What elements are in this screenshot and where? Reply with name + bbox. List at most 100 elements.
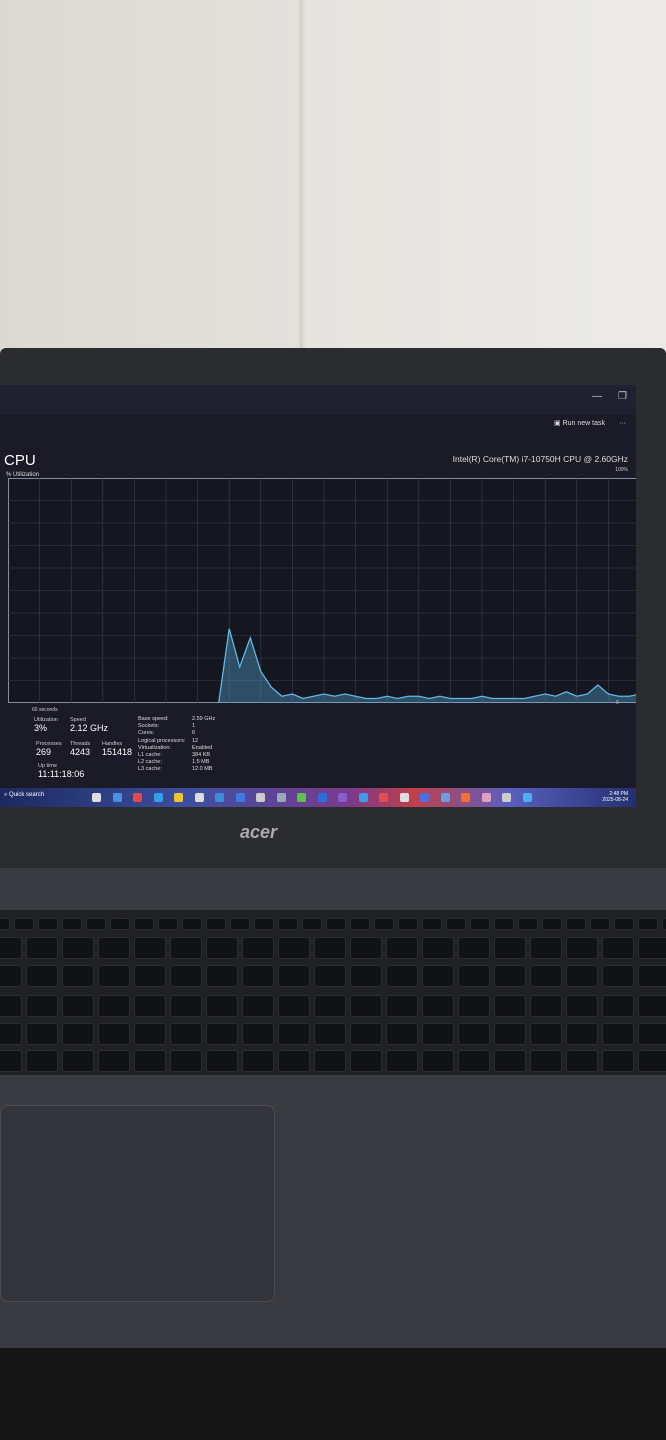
keyboard-key xyxy=(602,937,634,959)
keyboard-key xyxy=(314,1023,346,1045)
taskbar-app-icon[interactable] xyxy=(379,793,388,802)
keyboard-key xyxy=(566,1023,598,1045)
taskbar-app-icon[interactable] xyxy=(174,793,183,802)
wall-background xyxy=(0,0,666,360)
taskbar-app-icon[interactable] xyxy=(276,793,286,802)
keyboard-key xyxy=(242,937,274,959)
taskbar-app-icon[interactable] xyxy=(92,793,101,802)
keyboard-key xyxy=(134,1050,166,1072)
run-new-task-button[interactable]: ▣ Run new task xyxy=(554,420,605,427)
keyboard-key xyxy=(26,1023,58,1045)
keyboard-key xyxy=(566,965,598,987)
taskbar-app-icon[interactable] xyxy=(358,793,368,802)
taskbar-app-icon[interactable] xyxy=(522,793,532,802)
keyboard-key xyxy=(62,918,82,930)
keyboard-key xyxy=(182,918,202,930)
keyboard-key xyxy=(278,1023,310,1045)
title-bar: — ❐ ✕ xyxy=(0,385,636,415)
keyboard-key xyxy=(458,1023,490,1045)
taskbar-app-icon[interactable] xyxy=(399,793,409,802)
taskbar-app-icon[interactable] xyxy=(256,793,265,802)
taskbar: ⌕ Quick search 2:48 PM 2025-08-24 xyxy=(0,788,636,807)
taskbar-app-icon[interactable] xyxy=(297,793,306,802)
maximize-button[interactable]: ❐ xyxy=(618,391,627,402)
keyboard-key xyxy=(470,918,490,930)
keyboard-key xyxy=(638,1050,666,1072)
utilization-area xyxy=(218,628,636,703)
touchpad[interactable] xyxy=(0,1105,275,1302)
keyboard-key xyxy=(602,995,634,1017)
taskbar-app-icon[interactable] xyxy=(235,793,245,802)
keyboard-key xyxy=(230,918,250,930)
keyboard-key xyxy=(422,937,454,959)
keyboard-key xyxy=(386,965,418,987)
keyboard-key xyxy=(350,995,382,1017)
minimize-button[interactable]: — xyxy=(592,391,602,402)
speed-stat: Speed 2.12 GHz xyxy=(70,717,109,733)
keyboard-key xyxy=(350,937,382,959)
taskbar-app-icon[interactable] xyxy=(440,793,450,802)
search-icon: ⌕ xyxy=(4,792,10,798)
spec-values: 2.59 GHz 1 6 12 Enabled 384 KB 1.5 MB 12.0 MB xyxy=(192,716,216,773)
keyboard-key xyxy=(206,965,238,987)
taskbar-app-icon[interactable] xyxy=(112,793,122,802)
taskbar-app-icon[interactable] xyxy=(215,793,224,802)
keyboard-key xyxy=(134,918,154,930)
keyboard-key xyxy=(422,1023,454,1045)
keyboard-key xyxy=(134,937,166,959)
keyboard-key xyxy=(26,1050,58,1072)
keyboard-key xyxy=(446,918,466,930)
keyboard-key xyxy=(314,1050,346,1072)
acer-logo: acer xyxy=(240,822,278,842)
taskbar-app-icon[interactable] xyxy=(481,793,491,802)
handles-stat: Handles 151418 xyxy=(102,741,133,757)
taskbar-app-icon[interactable] xyxy=(461,793,470,802)
keyboard-key xyxy=(134,965,166,987)
keyboard-key xyxy=(278,1050,310,1072)
keyboard-key xyxy=(350,965,382,987)
keyboard-key xyxy=(278,995,310,1017)
keyboard-key xyxy=(422,918,442,930)
keyboard-key xyxy=(314,995,346,1017)
taskbar-app-icon[interactable] xyxy=(502,793,511,802)
keyboard-key xyxy=(638,965,666,987)
keyboard-key xyxy=(134,1023,166,1045)
taskbar-app-icon[interactable] xyxy=(338,793,347,802)
keyboard-key xyxy=(494,918,514,930)
keyboard-key xyxy=(566,937,598,959)
cpu-model: Intel(R) Core(TM) i7-10750H CPU @ 2.60GH… xyxy=(452,454,628,464)
taskbar-app-icon[interactable] xyxy=(133,793,142,802)
keyboard-key xyxy=(62,1023,94,1045)
keyboard-key xyxy=(206,1023,238,1045)
keyboard-key xyxy=(386,1050,418,1072)
keyboard-key xyxy=(254,918,274,930)
keyboard-key xyxy=(602,1023,634,1045)
toolbar: ▣ Run new task ··· xyxy=(554,419,626,428)
taskbar-app-icon[interactable] xyxy=(420,793,429,802)
keyboard-key xyxy=(26,965,58,987)
keyboard-key xyxy=(134,995,166,1017)
keyboard-key xyxy=(242,995,274,1017)
keyboard-key xyxy=(638,995,666,1017)
more-options-button[interactable]: ··· xyxy=(619,419,626,427)
taskbar-app-icon[interactable] xyxy=(317,793,327,802)
keyboard-key xyxy=(518,918,538,930)
keyboard-key xyxy=(458,1050,490,1072)
keyboard-key xyxy=(170,937,202,959)
processes-stat: Processes 269 xyxy=(36,741,62,757)
taskbar-app-icon[interactable] xyxy=(153,793,163,802)
taskbar-app-icon[interactable] xyxy=(194,793,204,802)
keyboard-key xyxy=(206,995,238,1017)
keyboard-key xyxy=(38,918,58,930)
keyboard-key xyxy=(98,995,130,1017)
keyboard-key xyxy=(638,1023,666,1045)
keyboard-key xyxy=(602,1050,634,1072)
utilization-axis-label: % Utilization xyxy=(6,472,40,478)
keyboard-key xyxy=(638,937,666,959)
keyboard-key xyxy=(494,995,526,1017)
quick-search-button[interactable]: ⌕ Quick search xyxy=(4,792,45,798)
keyboard-key xyxy=(326,918,346,930)
uptime-stat: Up time 11:11:18:06 xyxy=(38,763,85,779)
keyboard-key xyxy=(170,995,202,1017)
clock[interactable]: 2:48 PM 2025-08-24 xyxy=(602,791,628,803)
